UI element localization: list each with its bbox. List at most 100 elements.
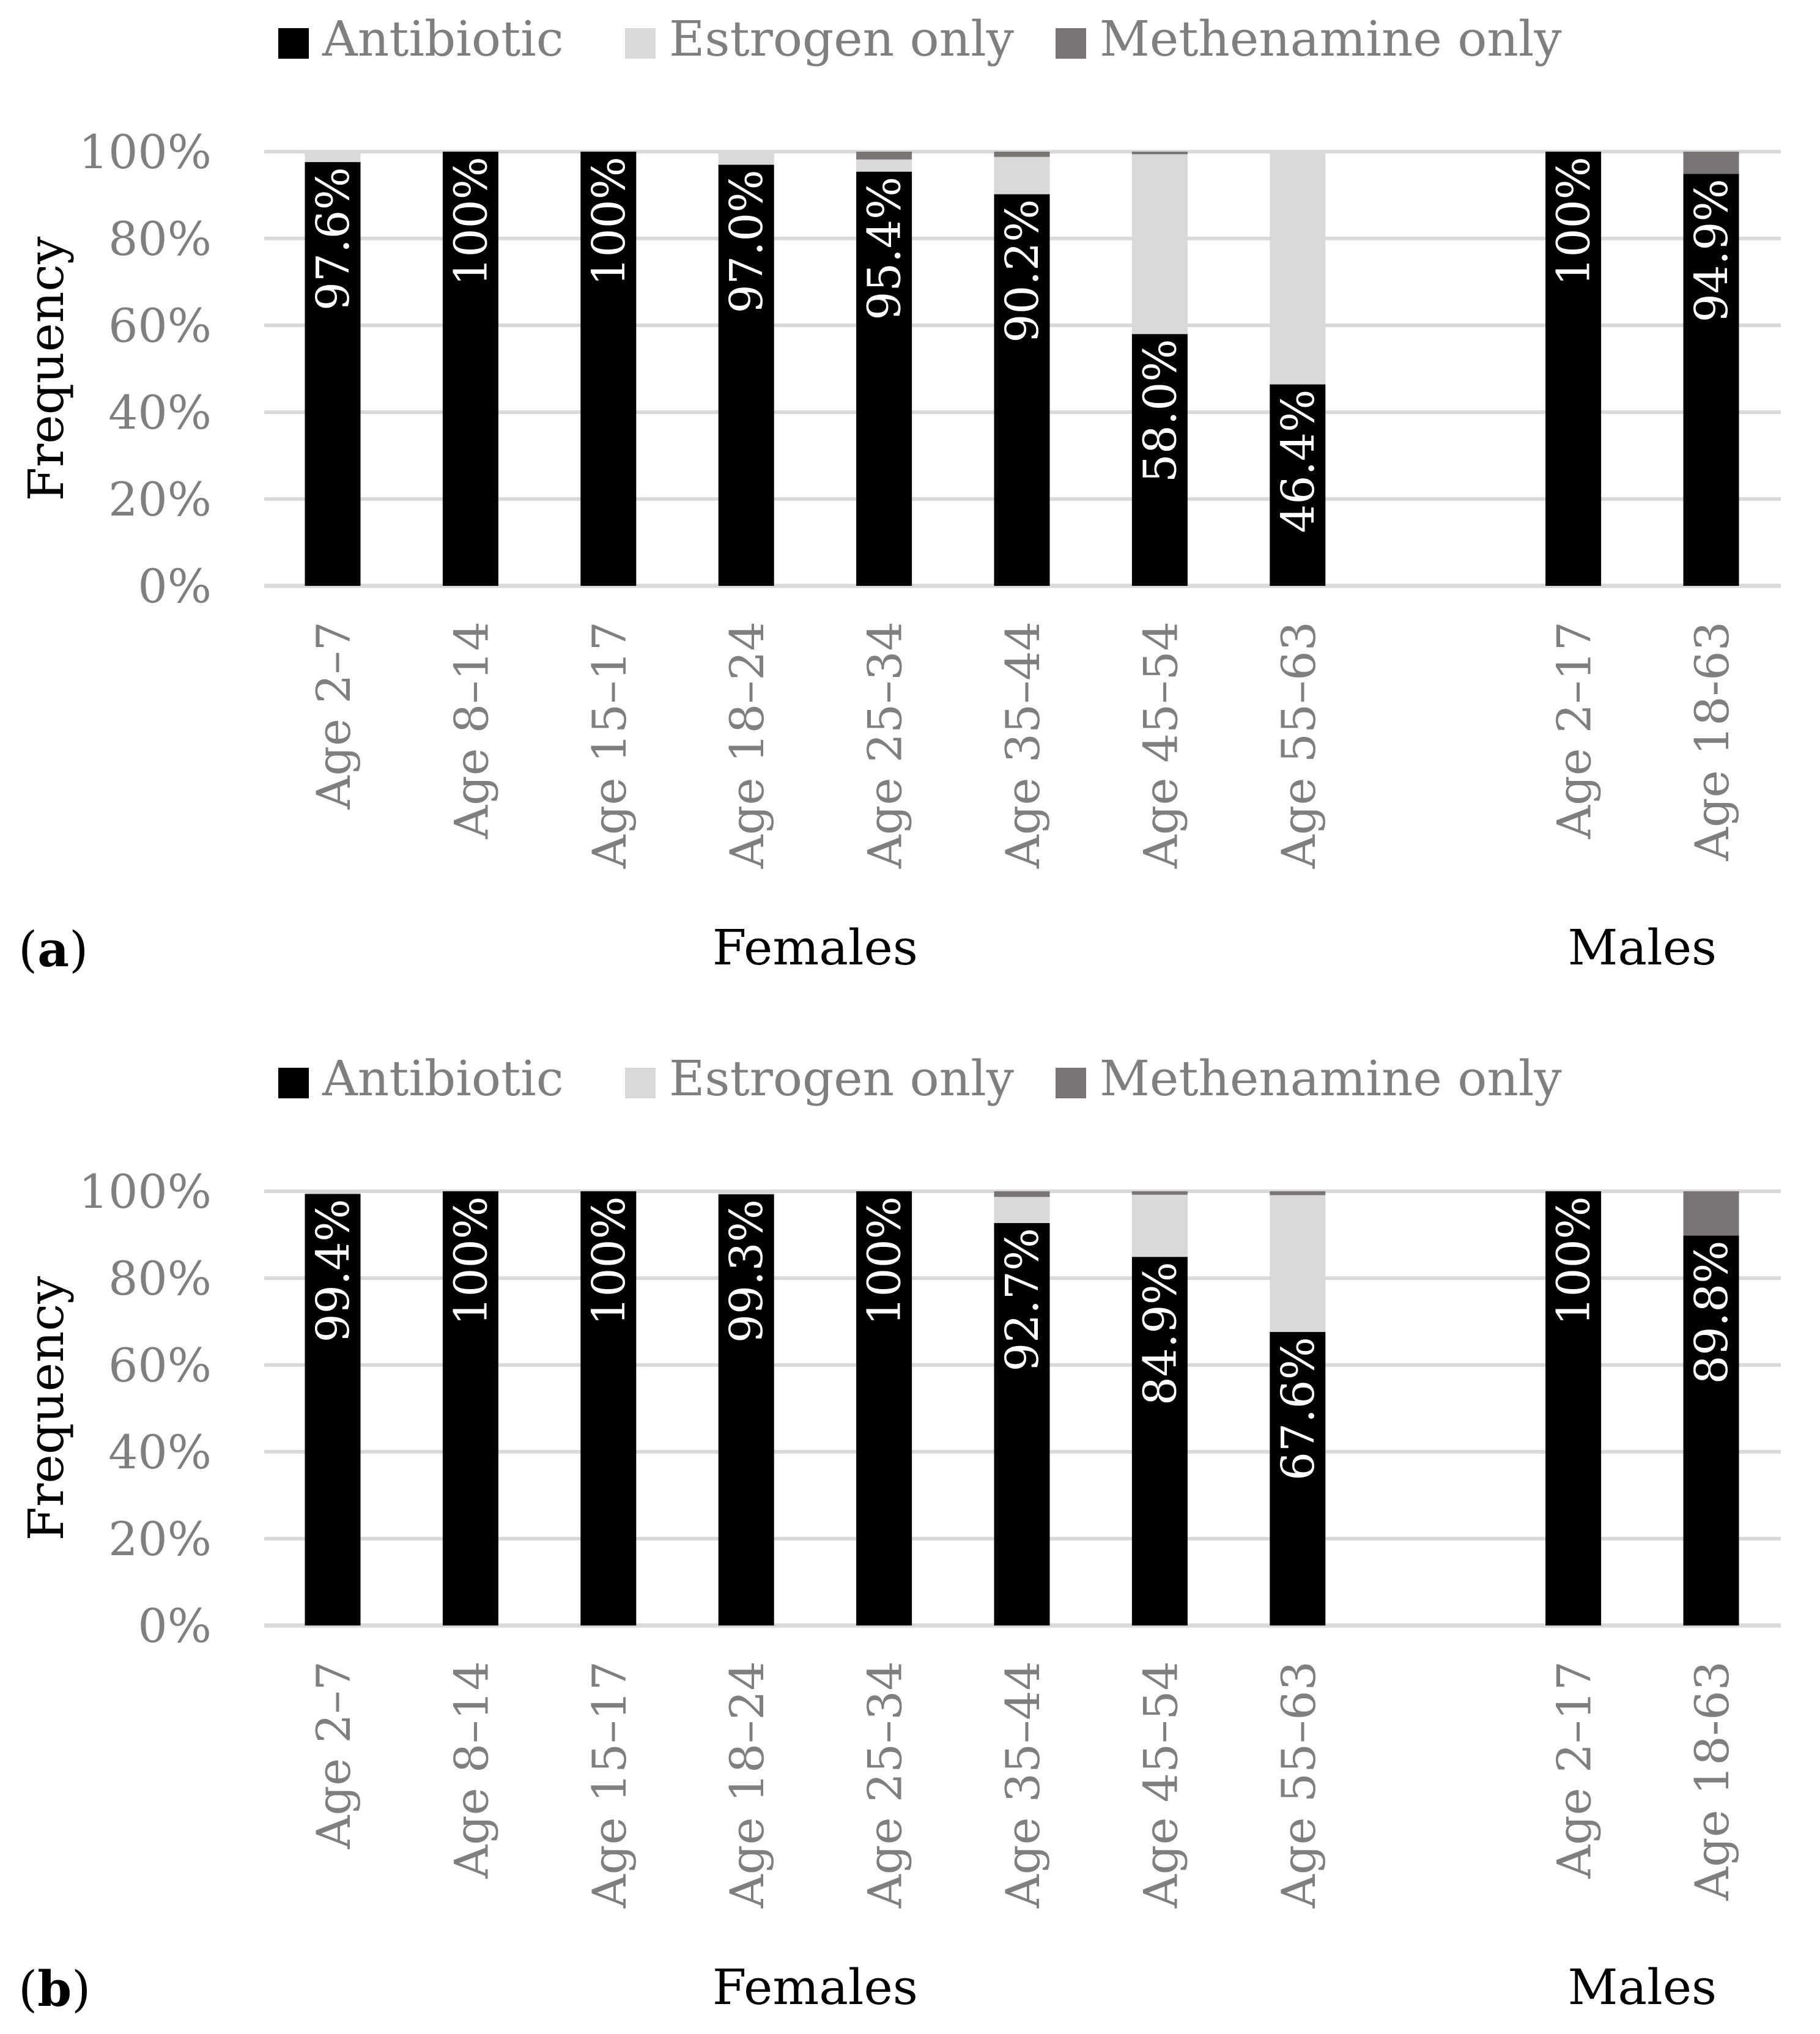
x-tick-label-age-2-7: Age 2–7 [306, 621, 361, 810]
bar-estrogen-only-age-2-7 [305, 152, 361, 163]
bar-estrogen-only-age-35-44 [994, 1197, 1050, 1223]
data-label-age-25-34: 100% [859, 1196, 911, 1326]
bar-methenamine-only-age-45-54 [1131, 152, 1188, 155]
bar-antibiotic-age-55-63 [1270, 384, 1326, 586]
data-label-age-55-63: 46.4% [1272, 390, 1325, 533]
bar-antibiotic-age-35-44 [994, 194, 1050, 586]
y-tick-label: 0% [138, 1599, 212, 1653]
bar-antibiotic-age-45-54 [1131, 1257, 1188, 1625]
bar-methenamine-only-age-35-44 [994, 152, 1050, 157]
bar-estrogen-only-age-18-24 [718, 152, 774, 165]
x-tick-label-age-35-44: Age 35–44 [996, 621, 1050, 869]
data-label-age-18-24: 99.3% [720, 1199, 773, 1343]
bar-antibiotic-age-18-63 [1683, 1235, 1739, 1625]
data-label-age-18-63: 94.9% [1685, 179, 1738, 322]
data-label-age-35-44: 92.7% [996, 1228, 1049, 1372]
bar-antibiotic-age-25-34 [856, 171, 912, 586]
y-axis-label: Frequency [18, 1276, 75, 1541]
data-label-age-15-17: 100% [583, 1196, 635, 1326]
legend-label-methenamine-only: Methenamine only [1100, 1050, 1562, 1107]
legend-swatch-antibiotic [278, 1068, 309, 1098]
bar-estrogen-only-age-25-34 [856, 159, 912, 172]
x-tick-label-age-18-24: Age 18–24 [720, 1661, 774, 1909]
x-tick-label-age-35-44: Age 35–44 [996, 1661, 1050, 1909]
y-tick-label: 40% [108, 385, 212, 440]
panel-label: (a) [18, 920, 88, 978]
bar-antibiotic-age-2-7 [305, 162, 361, 586]
x-tick-label-age-45-54: Age 45–54 [1133, 1661, 1188, 1909]
bar-antibiotic-age-2-17 [1545, 1191, 1602, 1625]
bar-methenamine-only-age-35-44 [994, 1191, 1050, 1197]
x-tick-label-age-25-34: Age 25–34 [858, 621, 912, 869]
data-label-age-55-63: 67.6% [1272, 1337, 1325, 1481]
bar-estrogen-only-age-45-54 [1131, 1194, 1188, 1257]
bar-antibiotic-age-15-17 [580, 152, 637, 586]
group-label-females: Females [712, 919, 918, 976]
x-tick-label-age-25-34: Age 25–34 [858, 1661, 912, 1909]
y-tick-label: 100% [79, 125, 212, 179]
x-tick-label-age-2-7: Age 2–7 [306, 1661, 361, 1849]
x-tick-label-age-18-24: Age 18–24 [720, 621, 774, 869]
legend-swatch-methenamine-only [1056, 1068, 1086, 1098]
bar-estrogen-only-age-18-24 [718, 1191, 774, 1194]
x-tick-label-age-55-63: Age 55–63 [1271, 1661, 1326, 1909]
data-label-age-45-54: 58.0% [1134, 339, 1186, 483]
bar-antibiotic-age-45-54 [1131, 334, 1188, 586]
bar-antibiotic-age-2-17 [1545, 152, 1602, 586]
group-label-females: Females [712, 1959, 918, 2016]
x-tick-label-age-18-63: Age 18-63 [1685, 621, 1739, 862]
y-axis-label: Frequency [18, 237, 75, 501]
bar-estrogen-only-age-55-63 [1270, 1195, 1326, 1333]
data-label-age-8-14: 100% [445, 1196, 497, 1326]
bar-antibiotic-age-8-14 [442, 1191, 498, 1625]
bar-antibiotic-age-55-63 [1270, 1332, 1326, 1625]
x-tick-label-age-2-17: Age 2–17 [1547, 621, 1602, 840]
data-label-age-8-14: 100% [445, 157, 497, 286]
legend-swatch-estrogen-only [625, 1068, 656, 1098]
data-label-age-25-34: 95.4% [859, 177, 911, 320]
panel-a: Antibiotic Estrogen only Methenamine only 0… [18, 10, 1781, 978]
bar-estrogen-only-age-35-44 [994, 157, 1050, 194]
bar-antibiotic-age-18-63 [1683, 174, 1739, 586]
bar-estrogen-only-age-2-7 [305, 1191, 361, 1194]
bar-methenamine-only-age-25-34 [856, 152, 912, 160]
legend-label-methenamine-only: Methenamine only [1100, 10, 1562, 67]
y-tick-label: 80% [108, 212, 212, 266]
bar-antibiotic-age-2-7 [305, 1194, 361, 1625]
x-tick-label-age-55-63: Age 55–63 [1271, 621, 1326, 869]
legend-swatch-antibiotic [278, 28, 309, 59]
data-label-age-2-7: 97.6% [307, 167, 360, 311]
group-label-males: Males [1568, 919, 1717, 976]
legend-label-antibiotic: Antibiotic [322, 1050, 564, 1107]
y-tick-label: 0% [138, 559, 212, 613]
x-tick-label-age-18-63: Age 18-63 [1685, 1661, 1739, 1901]
data-label-age-18-24: 97.0% [720, 169, 773, 313]
x-tick-label-age-8-14: Age 8–14 [444, 621, 498, 840]
data-label-age-15-17: 100% [583, 157, 635, 286]
bar-estrogen-only-age-55-63 [1270, 152, 1326, 385]
bar-methenamine-only-age-55-63 [1270, 1191, 1326, 1196]
y-tick-label: 100% [79, 1164, 212, 1219]
bar-methenamine-only-age-18-63 [1683, 1191, 1739, 1236]
legend-swatch-methenamine-only [1056, 28, 1086, 59]
data-label-age-45-54: 84.9% [1134, 1262, 1186, 1405]
y-tick-label: 20% [108, 1512, 212, 1566]
legend-label-antibiotic: Antibiotic [322, 10, 564, 67]
panel-label: (b) [18, 1960, 91, 2017]
bar-antibiotic-age-18-24 [718, 165, 774, 586]
bar-methenamine-only-age-18-63 [1683, 152, 1739, 174]
x-tick-label-age-45-54: Age 45–54 [1133, 621, 1188, 869]
legend-label-estrogen-only: Estrogen only [669, 10, 1014, 67]
y-tick-label: 40% [108, 1425, 212, 1479]
y-tick-label: 80% [108, 1251, 212, 1306]
x-tick-label-age-15-17: Age 15–17 [582, 621, 637, 869]
panel-b: Antibiotic Estrogen only Methenamine only 0… [18, 1050, 1781, 2017]
group-label-males: Males [1568, 1959, 1717, 2016]
x-tick-label-age-8-14: Age 8–14 [444, 1661, 498, 1879]
bar-antibiotic-age-8-14 [442, 152, 498, 586]
data-label-age-2-17: 100% [1548, 157, 1600, 286]
y-tick-label: 20% [108, 472, 212, 527]
bar-antibiotic-age-35-44 [994, 1222, 1050, 1625]
x-tick-label-age-15-17: Age 15–17 [582, 1661, 637, 1909]
